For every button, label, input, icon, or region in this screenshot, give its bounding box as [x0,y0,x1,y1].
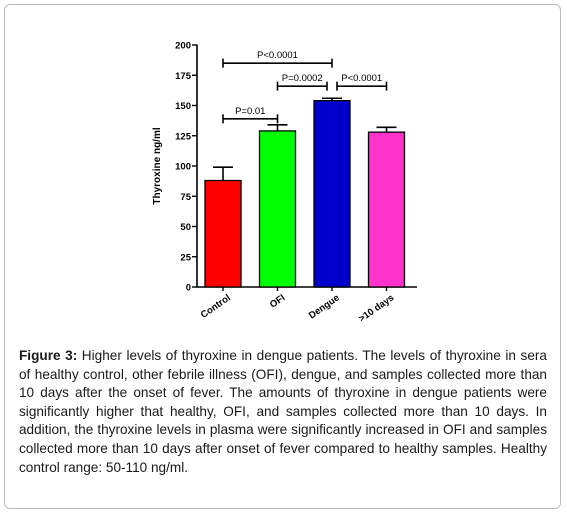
y-tick-label: 0 [186,283,191,294]
y-tick-label: 50 [180,222,191,233]
significance-label: P=0.01 [235,106,265,117]
significance-label: P=0.0002 [282,73,323,84]
y-tick-label: 75 [180,192,191,203]
y-tick-label: 125 [175,131,192,142]
bar[interactable] [204,179,242,288]
figure-caption: Figure 3: Higher levels of thyroxine in … [19,347,547,477]
y-tick-label: 200 [175,41,191,52]
y-tick-label: 100 [175,162,191,173]
bar-chart: 0 25 50 75 100 125 150 175 200 Thyroxine ng/ml Con… [152,41,417,325]
x-tick-label: Dengue [307,292,342,321]
bar[interactable] [313,100,351,288]
bar[interactable] [367,131,406,288]
y-tick-label: 150 [175,101,191,112]
significance-label: P<0.0001 [257,50,298,61]
caption-label: Figure 3: [19,348,78,363]
x-tick-label: Control [199,292,233,320]
y-axis-label: Thyroxine ng/ml [152,127,163,204]
significance-label: P<0.0001 [341,73,382,84]
y-tick-label: 175 [175,71,192,82]
caption-text: Higher levels of thyroxine in dengue pat… [19,348,547,475]
y-tick-label: 25 [180,252,191,263]
bar[interactable] [258,130,297,288]
x-tick-label: OFI [268,292,287,310]
x-tick-label: >10 days [357,292,396,324]
